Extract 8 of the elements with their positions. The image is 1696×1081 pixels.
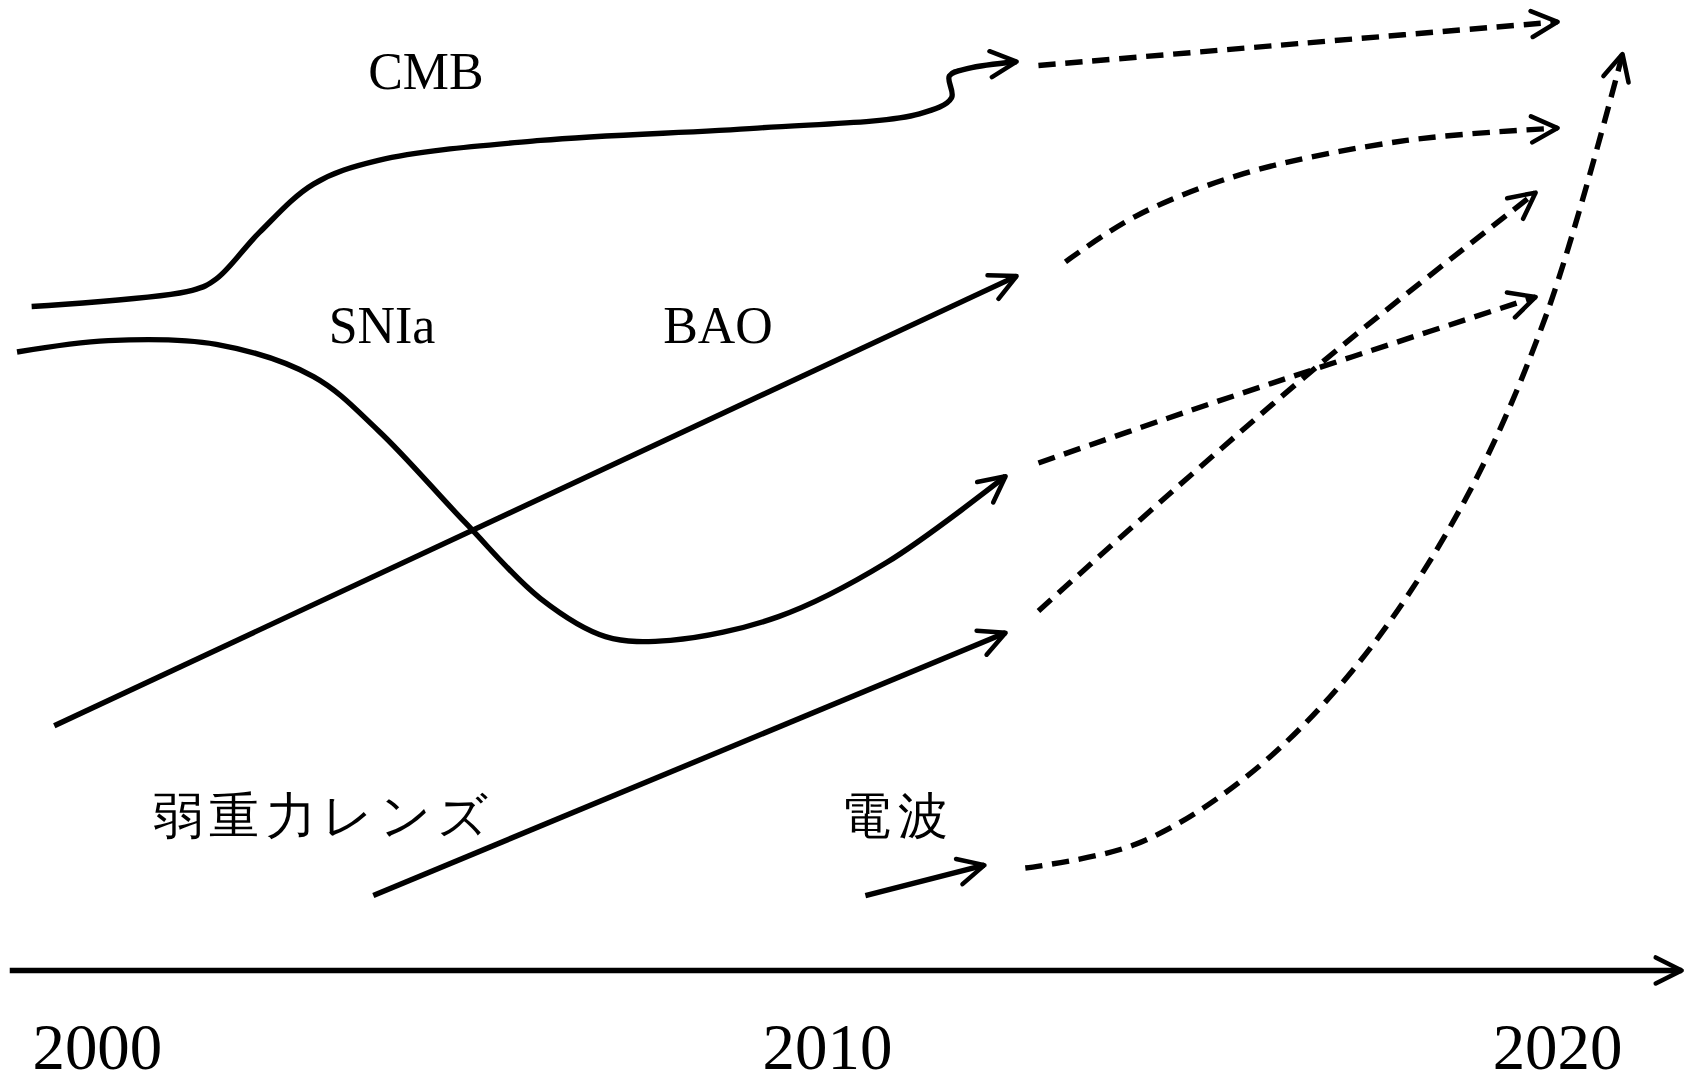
x-tick-label: 2010 (762, 1010, 893, 1081)
series-label: SNIa (328, 297, 436, 355)
series-label: 電波 (841, 789, 955, 845)
x-tick-label: 2020 (1492, 1010, 1623, 1081)
series-label: CMB (368, 42, 484, 100)
series-label: BAO (663, 297, 773, 355)
series-label: 弱重力レンズ (152, 789, 495, 845)
x-tick-label: 2000 (32, 1010, 163, 1081)
